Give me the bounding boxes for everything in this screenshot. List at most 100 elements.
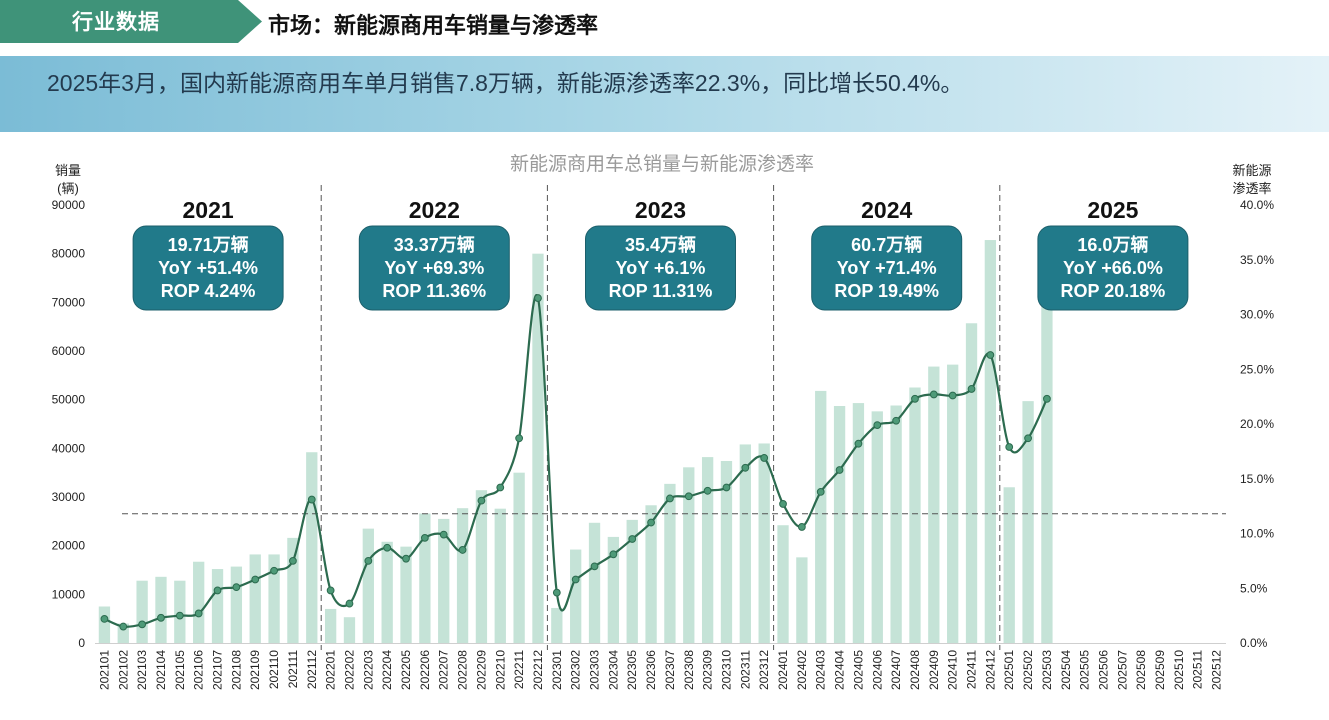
right-tick-label: 20.0% [1240, 417, 1274, 431]
right-tick-label: 10.0% [1240, 527, 1274, 541]
sales-bar [98, 606, 111, 643]
sales-bar [324, 608, 337, 643]
x-tick-label: 202212 [531, 650, 545, 690]
penetration-point [741, 463, 750, 472]
x-tick-label: 202312 [757, 650, 771, 690]
sales-bar [381, 541, 393, 643]
sales-bar [588, 522, 601, 643]
year-heading: 2024 [861, 197, 912, 223]
x-tick-label: 202308 [682, 650, 696, 690]
year-heading: 2021 [183, 197, 234, 223]
year-summary-line: 16.0万辆 [1077, 234, 1148, 255]
penetration-point [194, 609, 203, 618]
x-tick-label: 202412 [983, 650, 997, 690]
penetration-point [967, 385, 976, 393]
penetration-point [779, 500, 787, 508]
sales-bar [230, 566, 243, 643]
sales-bar [532, 253, 544, 643]
x-tick-label: 202504 [1059, 650, 1073, 690]
x-tick-label: 202402 [795, 650, 809, 690]
sales-bar [117, 623, 129, 643]
sales-bar [664, 483, 676, 643]
penetration-point [571, 575, 580, 584]
penetration-point [647, 518, 655, 527]
x-tick-label: 202302 [569, 650, 583, 690]
sales-bar [984, 240, 997, 644]
x-tick-label: 202509 [1153, 650, 1167, 690]
penetration-point [1043, 394, 1051, 403]
left-tick-label: 70000 [52, 295, 86, 309]
sales-bar [362, 528, 374, 643]
penetration-point [628, 535, 637, 543]
left-tick-label: 80000 [52, 247, 86, 261]
x-tick-label: 202203 [361, 650, 375, 690]
penetration-point [402, 554, 410, 563]
left-tick-label: 30000 [52, 490, 86, 504]
sales-bar [155, 576, 167, 643]
sales-bar [287, 537, 299, 643]
year-summary-box [811, 225, 963, 311]
x-tick-label: 202301 [550, 650, 564, 690]
penetration-point [892, 416, 901, 425]
penetration-point [496, 483, 505, 492]
penetration-point [986, 351, 995, 359]
x-tick-label: 202106 [192, 650, 206, 690]
sales-bar [852, 403, 865, 643]
sales-bar [211, 569, 224, 643]
year-summary-line: ROP 20.18% [1061, 281, 1166, 301]
year-summary-box [1037, 225, 1189, 311]
sales-bar [475, 490, 488, 643]
x-tick-label: 202111 [286, 650, 300, 689]
penetration-point [873, 421, 882, 429]
sales-bar [833, 405, 846, 643]
sales-bar [909, 387, 921, 643]
x-tick-label: 202407 [889, 650, 903, 690]
penetration-point [722, 483, 731, 492]
penetration-point [477, 496, 486, 505]
year-summary-line: YoY +6.1% [616, 258, 706, 278]
x-tick-label: 202304 [606, 650, 620, 690]
left-tick-label: 20000 [52, 539, 86, 553]
x-tick-label: 202404 [833, 650, 847, 690]
year-summary-line: 33.37万辆 [394, 234, 475, 255]
sales-bar [249, 554, 261, 643]
penetration-point [534, 294, 542, 302]
sales-bar [739, 444, 751, 643]
x-tick-label: 202108 [229, 650, 243, 690]
x-tick-label: 202503 [1040, 650, 1054, 690]
sales-bar [947, 364, 959, 643]
penetration-point [515, 434, 524, 443]
sales-bar [419, 513, 431, 643]
right-tick-label: 35.0% [1240, 253, 1274, 267]
sales-bar [758, 443, 770, 643]
left-tick-label: 40000 [52, 441, 86, 455]
left-tick-label: 50000 [52, 393, 86, 407]
x-tick-label: 202109 [248, 650, 262, 690]
penetration-point [232, 583, 241, 592]
penetration-point [835, 466, 844, 474]
penetration-point [911, 394, 919, 403]
penetration-point [929, 390, 938, 399]
sales-bar [815, 390, 827, 643]
sales-bar [438, 518, 450, 643]
x-tick-label: 202104 [154, 650, 168, 690]
sales-bar [607, 536, 620, 643]
penetration-point [1024, 434, 1032, 443]
sales-bar [456, 508, 469, 643]
year-summary-line: 19.71万辆 [168, 234, 249, 255]
penetration-point [760, 454, 769, 462]
right-axis-label: 渗透率 [1232, 181, 1271, 196]
x-tick-label: 202202 [342, 650, 356, 690]
penetration-point [590, 562, 599, 571]
x-tick-label: 202305 [625, 650, 639, 690]
penetration-point [119, 622, 128, 631]
year-summary-box [132, 225, 284, 311]
x-tick-label: 202208 [456, 650, 470, 690]
x-tick-label: 202508 [1134, 650, 1148, 690]
sales-bar [343, 617, 356, 643]
sales-bar [701, 457, 714, 643]
year-summary-line: ROP 4.24% [161, 281, 256, 301]
penetration-point [175, 611, 184, 620]
penetration-point [326, 586, 335, 595]
x-tick-label: 202406 [870, 650, 884, 690]
